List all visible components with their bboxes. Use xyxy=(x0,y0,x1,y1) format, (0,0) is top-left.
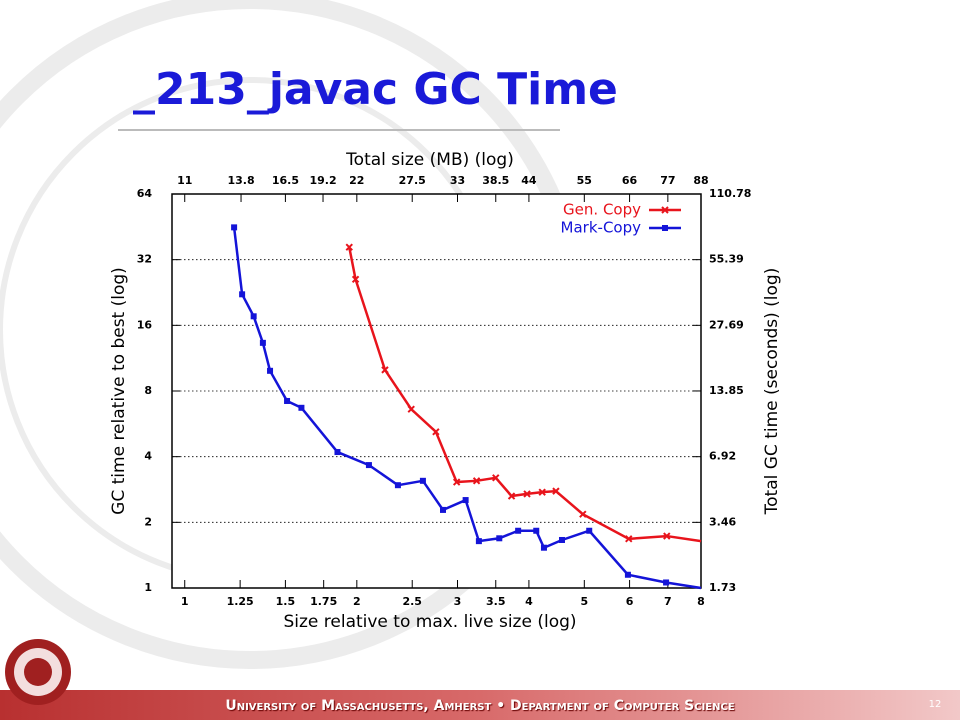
y2-tick-label: 27.69 xyxy=(709,318,744,331)
x2-tick-label: 44 xyxy=(521,174,537,187)
x2-tick-label: 88 xyxy=(693,174,708,187)
x-tick-label: 2.5 xyxy=(402,595,422,608)
page-number: 12 xyxy=(929,699,942,710)
x-tick-label: 7 xyxy=(664,595,672,608)
x-axis-title: Size relative to max. live size (log) xyxy=(283,612,576,632)
point xyxy=(533,527,540,534)
point xyxy=(538,488,546,496)
y-tick-label: 8 xyxy=(144,384,152,397)
y-tick-label: 2 xyxy=(144,515,152,528)
y2-tick-label: 55.39 xyxy=(709,253,744,266)
y-tick-label: 4 xyxy=(144,450,152,463)
point xyxy=(267,367,274,374)
point xyxy=(284,397,291,404)
point xyxy=(452,478,461,486)
y2-tick-label: 110.78 xyxy=(709,187,751,200)
point xyxy=(462,497,469,504)
x-tick-label: 1.5 xyxy=(276,595,296,608)
point xyxy=(250,313,257,320)
x-tick-label: 2 xyxy=(353,595,361,608)
legend-label: Gen. Copy xyxy=(563,201,641,219)
point xyxy=(552,487,560,495)
point xyxy=(515,527,522,534)
point xyxy=(663,532,671,540)
point xyxy=(440,506,447,513)
point xyxy=(540,544,547,551)
x-tick-label: 3.5 xyxy=(486,595,506,608)
point xyxy=(259,339,266,346)
point xyxy=(419,477,426,484)
point xyxy=(365,462,372,469)
point xyxy=(334,449,341,456)
point xyxy=(663,579,670,586)
point xyxy=(492,474,500,482)
y2-tick-label: 3.46 xyxy=(709,515,736,528)
x-tick-label: 6 xyxy=(626,595,634,608)
series-line xyxy=(348,246,702,543)
legend-label: Mark-Copy xyxy=(561,219,642,237)
footer-text: University of Massachusetts, Amherst • D… xyxy=(225,698,735,714)
point xyxy=(231,224,238,231)
point xyxy=(351,275,360,284)
x2-tick-label: 13.8 xyxy=(227,174,254,187)
y-tick-label: 1 xyxy=(144,581,152,594)
point xyxy=(475,538,482,545)
x2-tick-label: 19.2 xyxy=(309,174,336,187)
point xyxy=(345,243,353,251)
legend-marker xyxy=(662,225,668,231)
x2-tick-label: 16.5 xyxy=(272,174,299,187)
point xyxy=(523,490,531,498)
x2-axis-title: Total size (MB) (log) xyxy=(345,150,514,170)
x-tick-label: 5 xyxy=(580,595,588,608)
point xyxy=(394,482,401,489)
point xyxy=(432,428,440,436)
x2-tick-label: 38.5 xyxy=(482,174,509,187)
x-tick-label: 4 xyxy=(525,595,533,608)
x2-tick-label: 55 xyxy=(577,174,592,187)
y-tick-label: 64 xyxy=(137,187,153,200)
x2-tick-label: 77 xyxy=(660,174,675,187)
chart: 12481632641.733.466.9213.8527.6955.39110… xyxy=(109,150,782,632)
point xyxy=(298,404,305,411)
x2-tick-label: 11 xyxy=(177,174,192,187)
y2-tick-label: 1.73 xyxy=(709,581,736,594)
y2-axis-title: Total GC time (seconds) (log) xyxy=(762,268,782,516)
x2-tick-label: 33 xyxy=(450,174,465,187)
footer-bar xyxy=(0,690,960,720)
point xyxy=(579,510,587,518)
x-tick-label: 1.25 xyxy=(227,595,254,608)
point xyxy=(381,366,389,374)
point xyxy=(624,571,631,578)
point xyxy=(586,527,593,534)
slide-title: _213_javac GC Time xyxy=(133,64,618,115)
x2-tick-label: 22 xyxy=(349,174,364,187)
y-tick-label: 32 xyxy=(137,253,152,266)
point xyxy=(239,291,246,298)
x2-tick-label: 66 xyxy=(622,174,638,187)
y-axis-title: GC time relative to best (log) xyxy=(109,267,129,515)
point xyxy=(507,492,516,500)
x-tick-label: 8 xyxy=(697,595,705,608)
x-tick-label: 1 xyxy=(181,595,189,608)
point xyxy=(472,477,481,485)
university-logo xyxy=(5,639,71,705)
y2-tick-label: 6.92 xyxy=(709,450,736,463)
y-tick-label: 16 xyxy=(137,318,153,331)
x-tick-label: 3 xyxy=(454,595,462,608)
legend-marker xyxy=(661,206,669,214)
point xyxy=(407,405,415,413)
point xyxy=(496,535,503,542)
y2-tick-label: 13.85 xyxy=(709,384,744,397)
point xyxy=(558,536,565,543)
x2-tick-label: 27.5 xyxy=(399,174,426,187)
point xyxy=(625,535,633,543)
x-tick-label: 1.75 xyxy=(310,595,337,608)
